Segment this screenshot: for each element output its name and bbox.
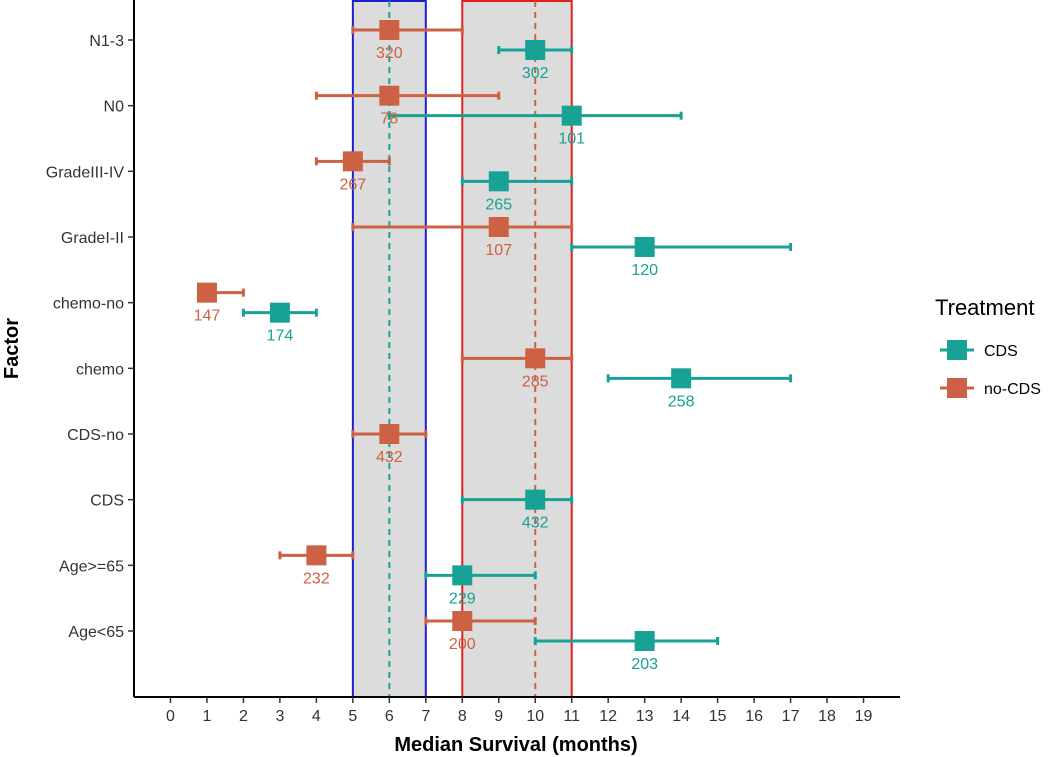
n-label-cds: 229 — [449, 590, 476, 607]
y-tick-label: Age<65 — [68, 624, 124, 641]
legend-label: CDS — [984, 343, 1018, 360]
legend-title: Treatment — [935, 295, 1034, 320]
x-tick-label: 13 — [636, 708, 654, 725]
x-tick-label: 16 — [745, 708, 763, 725]
n-label-no-cds: 232 — [303, 570, 330, 587]
legend-key-square — [947, 340, 967, 360]
axes: 0 1 2 3 4 5 6 7 8 9 10 11 12 13 14 15 16 17 18 19Age<65Age>… — [1, 0, 900, 756]
n-label-no-cds: 285 — [522, 373, 549, 390]
x-tick-label: 7 — [421, 708, 430, 725]
x-tick-label: 8 — [458, 708, 467, 725]
point-cds — [525, 489, 546, 510]
n-label-no-cds: 78 — [380, 111, 398, 128]
point-no-cds — [452, 611, 473, 631]
n-label-cds: 258 — [668, 393, 695, 410]
x-tick-label: 15 — [709, 708, 727, 725]
x-tick-label: 9 — [494, 708, 503, 725]
n-label-cds: 174 — [267, 328, 294, 345]
point-cds — [561, 105, 582, 126]
y-tick-label: chemo — [76, 361, 124, 378]
x-tick-label: 19 — [855, 708, 873, 725]
point-no-cds — [342, 151, 363, 172]
y-axis-title: Factor — [1, 318, 23, 379]
n-label-no-cds: 432 — [376, 449, 403, 466]
x-tick-label: 5 — [348, 708, 357, 725]
y-tick-label: GradeIII-IV — [46, 164, 125, 181]
point-no-cds — [196, 282, 217, 303]
n-label-no-cds: 200 — [449, 636, 476, 653]
n-label-no-cds: 147 — [194, 308, 221, 325]
legend-label: no-CDS — [984, 381, 1041, 398]
x-tick-label: 14 — [672, 708, 690, 725]
y-tick-label: CDS-no — [67, 427, 124, 444]
y-tick-label: N0 — [104, 99, 125, 116]
point-cds — [525, 40, 546, 60]
point-no-cds — [306, 545, 327, 566]
n-label-cds: 432 — [522, 515, 549, 532]
n-label-cds: 101 — [558, 131, 585, 148]
data-series: 302 101 265 120 174 258 432 229 203 320 78 267 107 14… — [194, 20, 793, 673]
y-tick-label: chemo-no — [53, 296, 124, 313]
x-tick-label: 11 — [563, 708, 580, 725]
y-tick-label: N1-3 — [89, 33, 124, 50]
point-no-cds — [525, 348, 546, 369]
n-label-no-cds: 107 — [485, 242, 512, 259]
x-tick-label: 17 — [782, 708, 800, 725]
point-no-cds — [379, 424, 400, 444]
x-tick-label: 0 — [166, 708, 175, 725]
x-tick-label: 18 — [818, 708, 836, 725]
x-tick-label: 10 — [526, 708, 544, 725]
n-label-no-cds: 320 — [376, 45, 403, 62]
x-tick-label: 3 — [275, 708, 284, 725]
point-cds — [269, 302, 290, 323]
n-label-cds: 265 — [485, 196, 512, 213]
y-tick-label: CDS — [90, 493, 124, 510]
point-no-cds — [488, 217, 509, 237]
shaded-box-red — [461, 0, 573, 698]
x-axis-title: Median Survival (months) — [394, 734, 637, 756]
n-label-cds: 302 — [522, 65, 549, 82]
point-no-cds — [379, 20, 400, 40]
n-label-no-cds: 267 — [340, 176, 367, 193]
point-cds — [671, 368, 692, 389]
x-tick-label: 6 — [385, 708, 394, 725]
x-tick-label: 1 — [202, 708, 211, 725]
point-cds — [634, 631, 655, 651]
y-tick-label: Age>=65 — [59, 558, 124, 575]
n-label-cds: 120 — [631, 262, 658, 279]
point-cds — [634, 237, 655, 257]
point-no-cds — [379, 85, 400, 106]
point-cds — [452, 565, 473, 586]
point-cds — [488, 171, 509, 192]
x-tick-label: 4 — [312, 708, 321, 725]
x-tick-label: 2 — [239, 708, 248, 725]
x-tick-label: 12 — [599, 708, 617, 725]
y-tick-label: GradeI-II — [61, 230, 124, 247]
legend-key-square — [947, 378, 967, 398]
legend: Treatment CDS no-CDS — [935, 295, 1041, 398]
n-label-cds: 203 — [631, 656, 658, 673]
